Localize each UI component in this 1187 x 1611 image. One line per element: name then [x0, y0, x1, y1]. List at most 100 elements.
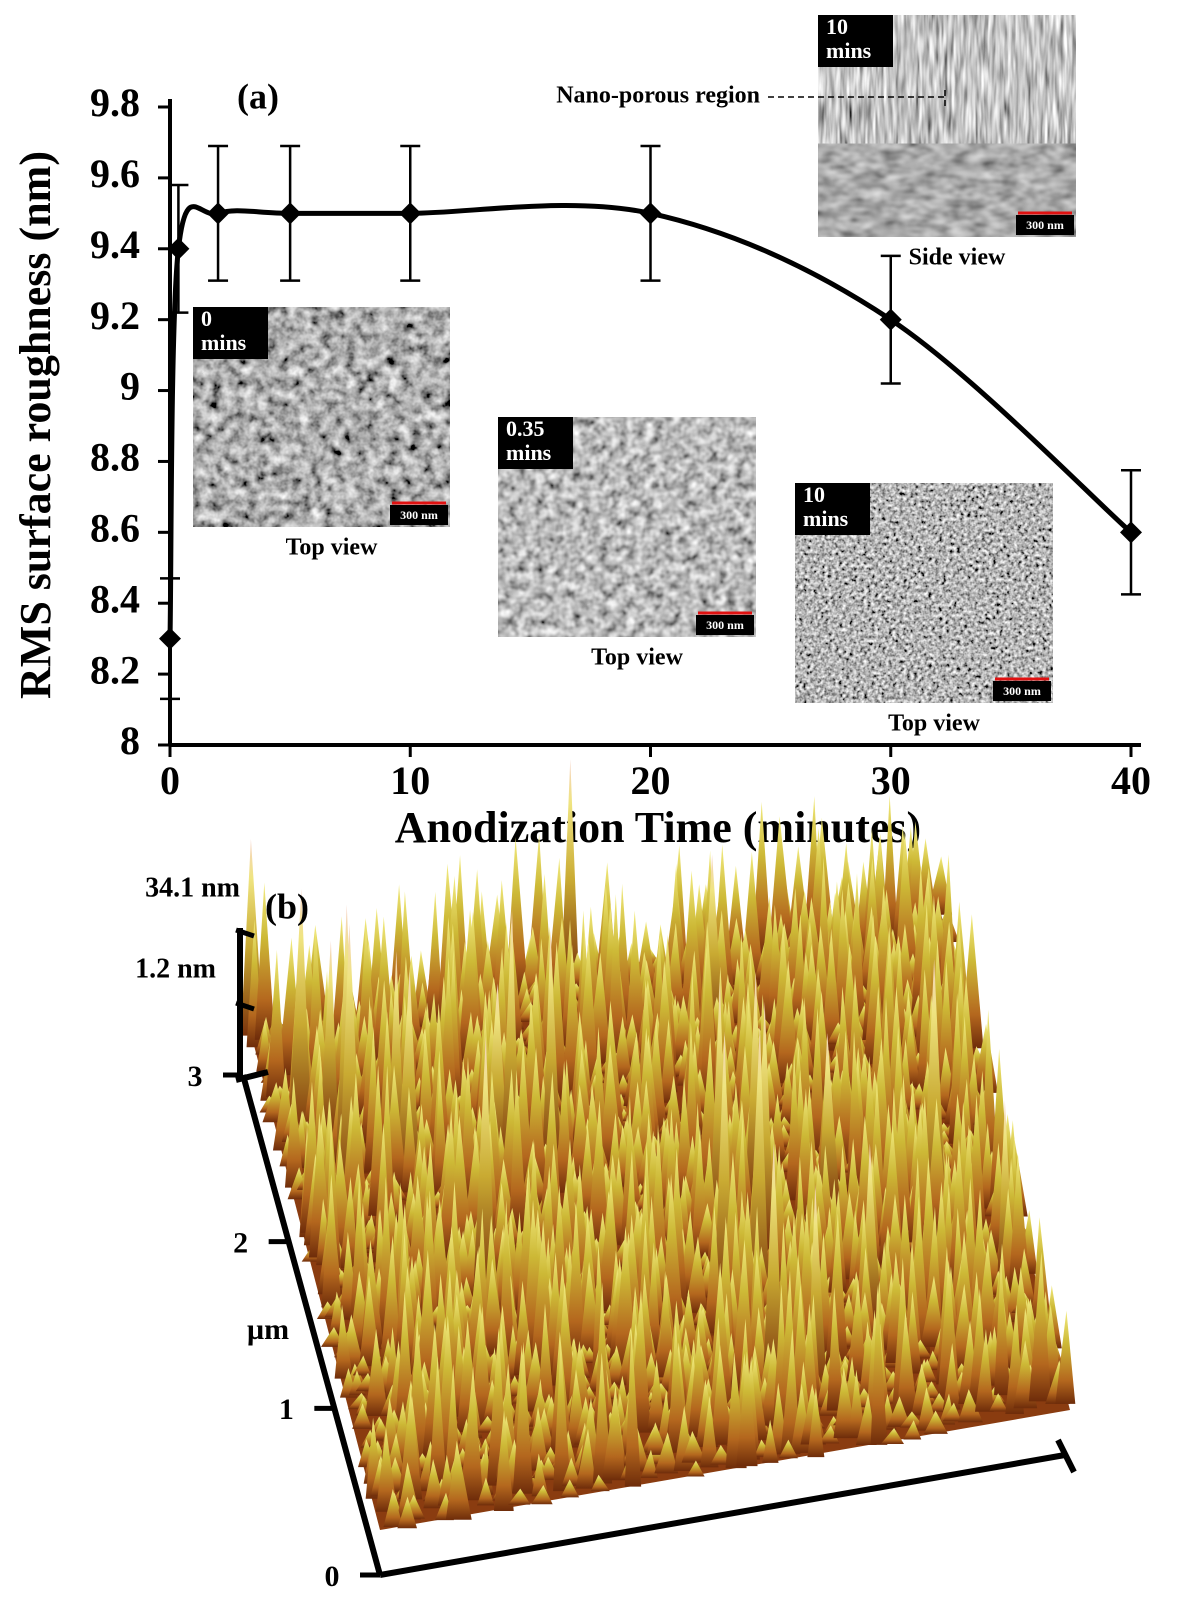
y-axis — [240, 1074, 383, 1576]
surface-spike — [288, 888, 312, 1134]
surface-spike — [974, 1329, 994, 1412]
surface-spike — [647, 1359, 666, 1431]
surface-spike — [686, 1460, 705, 1477]
surface-spike — [640, 1449, 658, 1478]
surface-spike — [826, 1287, 844, 1411]
inset-caption: Top view — [591, 645, 683, 671]
inset-label: mins — [826, 38, 872, 63]
surface-spike — [425, 891, 444, 1023]
scale-bar-label: 300 nm — [1026, 218, 1064, 232]
surface-spike — [1055, 1310, 1076, 1404]
surface-spike — [536, 1303, 556, 1415]
surface-spike — [679, 870, 706, 1033]
surface-spike — [476, 1477, 495, 1506]
surface-spike — [460, 1366, 484, 1501]
surface-spike — [624, 910, 647, 1055]
surface-spike — [785, 1054, 803, 1201]
surface-spike — [903, 1420, 922, 1440]
surface-spike — [778, 1439, 798, 1459]
surface-spike — [920, 1275, 946, 1347]
x-axis — [379, 1452, 1066, 1578]
surface-spike — [383, 1489, 403, 1528]
surface-spike — [624, 1326, 642, 1487]
scale-bar-box — [390, 505, 448, 525]
y-tick-label: 8.6 — [90, 506, 140, 551]
surface-spike — [870, 1284, 888, 1445]
surface-spike — [684, 1236, 708, 1313]
inset-label: 0.35 — [506, 416, 545, 441]
surface-spike — [395, 971, 420, 1179]
surface-spike — [957, 1389, 983, 1423]
surface-spike — [512, 1341, 534, 1494]
surface-spike — [654, 1432, 679, 1474]
data-point — [1120, 521, 1142, 544]
surface-spike — [700, 1395, 719, 1468]
surface-spike — [284, 1076, 304, 1188]
surface-spike — [365, 1328, 389, 1417]
surface-spike — [509, 1069, 528, 1232]
surface-spike — [352, 1355, 372, 1376]
surface-spike — [821, 928, 843, 1051]
surface-spike — [321, 1173, 342, 1308]
data-point — [167, 237, 190, 260]
inset-label: 10 — [803, 482, 825, 507]
y-tick-label: 9.8 — [90, 80, 140, 125]
y-axis-title: RMS surface roughness (nm) — [11, 151, 60, 699]
afm-surface — [240, 759, 1076, 1530]
surface-spike — [989, 1393, 1008, 1412]
y-tick-label: 8 — [120, 718, 140, 763]
inset-label: mins — [506, 440, 552, 465]
x-tick-label: 0 — [160, 758, 180, 803]
inset-label: mins — [201, 330, 247, 355]
y-tick-label: 9 — [120, 364, 140, 409]
surface-spike — [710, 1344, 733, 1445]
data-point — [399, 202, 422, 225]
surface-spike — [667, 1322, 687, 1453]
y-tick-label: 0 — [325, 1560, 340, 1593]
inset-label: mins — [803, 506, 849, 531]
y-tick-label: 8.4 — [90, 576, 140, 621]
scale-bar-box — [696, 615, 754, 635]
surface-spike — [936, 961, 956, 1094]
surface-spike — [994, 1258, 1011, 1396]
panel-b: 0 1 2 3 1.2 nm 34.1 nm µm (b) — [135, 759, 1077, 1593]
scale-bar-box — [993, 681, 1051, 701]
surface-spike — [817, 1032, 841, 1209]
surface-spike — [493, 1410, 514, 1511]
surface-spike — [646, 1422, 668, 1455]
surface-spike — [560, 1479, 580, 1498]
surface-spike — [379, 1235, 402, 1368]
surface-spike — [531, 1484, 553, 1505]
z-tick — [235, 927, 255, 939]
surface-spike — [887, 1396, 911, 1427]
surface-spike — [508, 1488, 531, 1505]
y-axis-title: µm — [247, 1313, 289, 1346]
y-tick-label: 2 — [233, 1227, 248, 1260]
surface-spike — [397, 1496, 418, 1529]
surface-spike — [846, 1279, 867, 1382]
inset-label-box — [818, 15, 893, 67]
surface-spike — [899, 1411, 925, 1428]
panel-title: (a) — [237, 76, 279, 116]
z-tick-label: 1.2 nm — [135, 953, 216, 984]
surface-spike — [445, 1440, 472, 1520]
x-tick-label: 20 — [631, 758, 671, 803]
inset-caption: Side view — [909, 245, 1006, 271]
surface-spike — [586, 1100, 610, 1247]
surface-spike — [339, 1176, 360, 1269]
scale-bar-box — [1016, 215, 1074, 235]
surface-spike — [807, 1387, 825, 1458]
inset-caption: Top view — [286, 535, 378, 561]
surface-spike — [349, 1177, 368, 1326]
surface-spike — [923, 1410, 948, 1434]
surface-spike — [561, 1457, 581, 1486]
surface-spike — [699, 933, 720, 1102]
surface-spike — [1028, 1251, 1052, 1402]
data-point — [159, 627, 181, 650]
surface-spike — [726, 865, 746, 959]
surface-spike — [334, 1304, 353, 1379]
surface-spike — [565, 1200, 587, 1362]
y-tick-label: 9.4 — [90, 222, 140, 267]
